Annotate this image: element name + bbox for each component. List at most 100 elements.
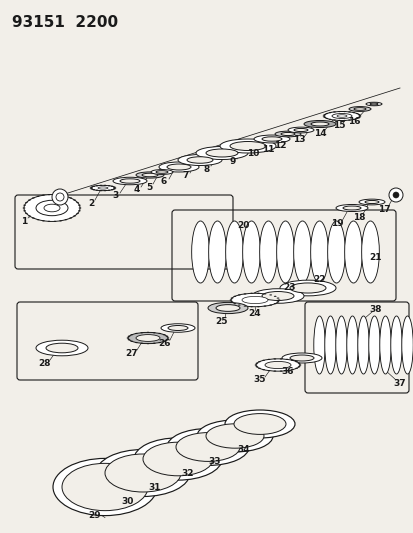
Ellipse shape <box>344 221 361 283</box>
Ellipse shape <box>256 306 259 307</box>
Ellipse shape <box>294 368 297 369</box>
Ellipse shape <box>276 221 294 283</box>
Ellipse shape <box>208 221 226 283</box>
Ellipse shape <box>216 305 240 311</box>
Ellipse shape <box>254 365 256 366</box>
Ellipse shape <box>54 221 56 222</box>
Ellipse shape <box>355 118 358 119</box>
Ellipse shape <box>298 365 301 366</box>
Ellipse shape <box>358 199 384 205</box>
Ellipse shape <box>276 301 279 302</box>
Ellipse shape <box>120 179 140 183</box>
Ellipse shape <box>379 316 390 374</box>
Ellipse shape <box>361 221 378 283</box>
Ellipse shape <box>151 169 173 174</box>
Ellipse shape <box>294 361 297 362</box>
Ellipse shape <box>62 463 147 511</box>
Ellipse shape <box>328 119 331 120</box>
Ellipse shape <box>128 339 130 340</box>
Ellipse shape <box>206 424 263 448</box>
Ellipse shape <box>156 171 168 173</box>
Ellipse shape <box>111 186 113 187</box>
Ellipse shape <box>335 205 367 212</box>
Ellipse shape <box>229 300 232 301</box>
Ellipse shape <box>142 173 158 177</box>
Ellipse shape <box>323 114 325 115</box>
Ellipse shape <box>36 340 88 356</box>
Ellipse shape <box>258 368 260 369</box>
Ellipse shape <box>392 192 398 198</box>
Text: 36: 36 <box>281 367 294 376</box>
Ellipse shape <box>254 135 289 143</box>
Text: 7: 7 <box>183 172 189 181</box>
Ellipse shape <box>42 195 45 196</box>
Ellipse shape <box>76 213 78 214</box>
Ellipse shape <box>262 360 264 361</box>
Ellipse shape <box>390 316 401 374</box>
Ellipse shape <box>107 190 110 191</box>
Ellipse shape <box>78 207 81 208</box>
Ellipse shape <box>357 117 360 118</box>
Ellipse shape <box>95 185 98 186</box>
Text: 29: 29 <box>88 512 101 521</box>
Ellipse shape <box>280 133 294 135</box>
Ellipse shape <box>230 297 233 298</box>
Text: 93151  2200: 93151 2200 <box>12 15 118 30</box>
Ellipse shape <box>113 188 115 189</box>
Ellipse shape <box>303 120 335 127</box>
Ellipse shape <box>310 221 328 283</box>
Text: 25: 25 <box>215 318 228 327</box>
Ellipse shape <box>230 141 266 150</box>
Ellipse shape <box>267 359 269 360</box>
Ellipse shape <box>93 186 95 187</box>
Text: 18: 18 <box>352 213 364 222</box>
Text: 15: 15 <box>332 122 344 131</box>
Ellipse shape <box>130 334 133 335</box>
Text: 24: 24 <box>248 310 261 319</box>
Ellipse shape <box>285 359 288 360</box>
Ellipse shape <box>152 343 155 344</box>
Ellipse shape <box>178 155 221 166</box>
Text: 16: 16 <box>347 117 359 125</box>
Ellipse shape <box>293 221 311 283</box>
Ellipse shape <box>237 304 240 305</box>
Ellipse shape <box>46 343 78 353</box>
Ellipse shape <box>136 172 164 178</box>
Ellipse shape <box>332 119 335 120</box>
Ellipse shape <box>332 111 335 112</box>
Ellipse shape <box>230 293 278 306</box>
Ellipse shape <box>176 433 240 462</box>
Ellipse shape <box>388 188 402 202</box>
Ellipse shape <box>76 202 78 203</box>
Ellipse shape <box>261 137 281 141</box>
Ellipse shape <box>243 293 246 294</box>
Ellipse shape <box>352 119 354 120</box>
Ellipse shape <box>365 102 381 106</box>
Ellipse shape <box>187 157 212 163</box>
Ellipse shape <box>90 187 93 188</box>
Ellipse shape <box>165 336 168 337</box>
Ellipse shape <box>279 280 335 296</box>
Ellipse shape <box>114 188 116 189</box>
Text: 22: 22 <box>313 274 325 284</box>
Ellipse shape <box>56 193 64 201</box>
Ellipse shape <box>134 438 221 480</box>
Ellipse shape <box>224 410 294 438</box>
Ellipse shape <box>44 204 60 212</box>
Text: 11: 11 <box>261 146 273 155</box>
Ellipse shape <box>158 342 161 343</box>
Ellipse shape <box>42 220 45 221</box>
Ellipse shape <box>242 221 260 283</box>
Ellipse shape <box>230 301 233 302</box>
Ellipse shape <box>165 339 168 340</box>
Ellipse shape <box>113 187 115 188</box>
Text: 17: 17 <box>377 206 389 214</box>
Ellipse shape <box>161 324 195 332</box>
Text: 23: 23 <box>283 284 296 293</box>
Ellipse shape <box>290 360 293 361</box>
Ellipse shape <box>273 358 275 359</box>
Text: 37: 37 <box>393 378 405 387</box>
Ellipse shape <box>323 111 359 120</box>
Ellipse shape <box>159 162 199 172</box>
Text: 32: 32 <box>181 469 194 478</box>
